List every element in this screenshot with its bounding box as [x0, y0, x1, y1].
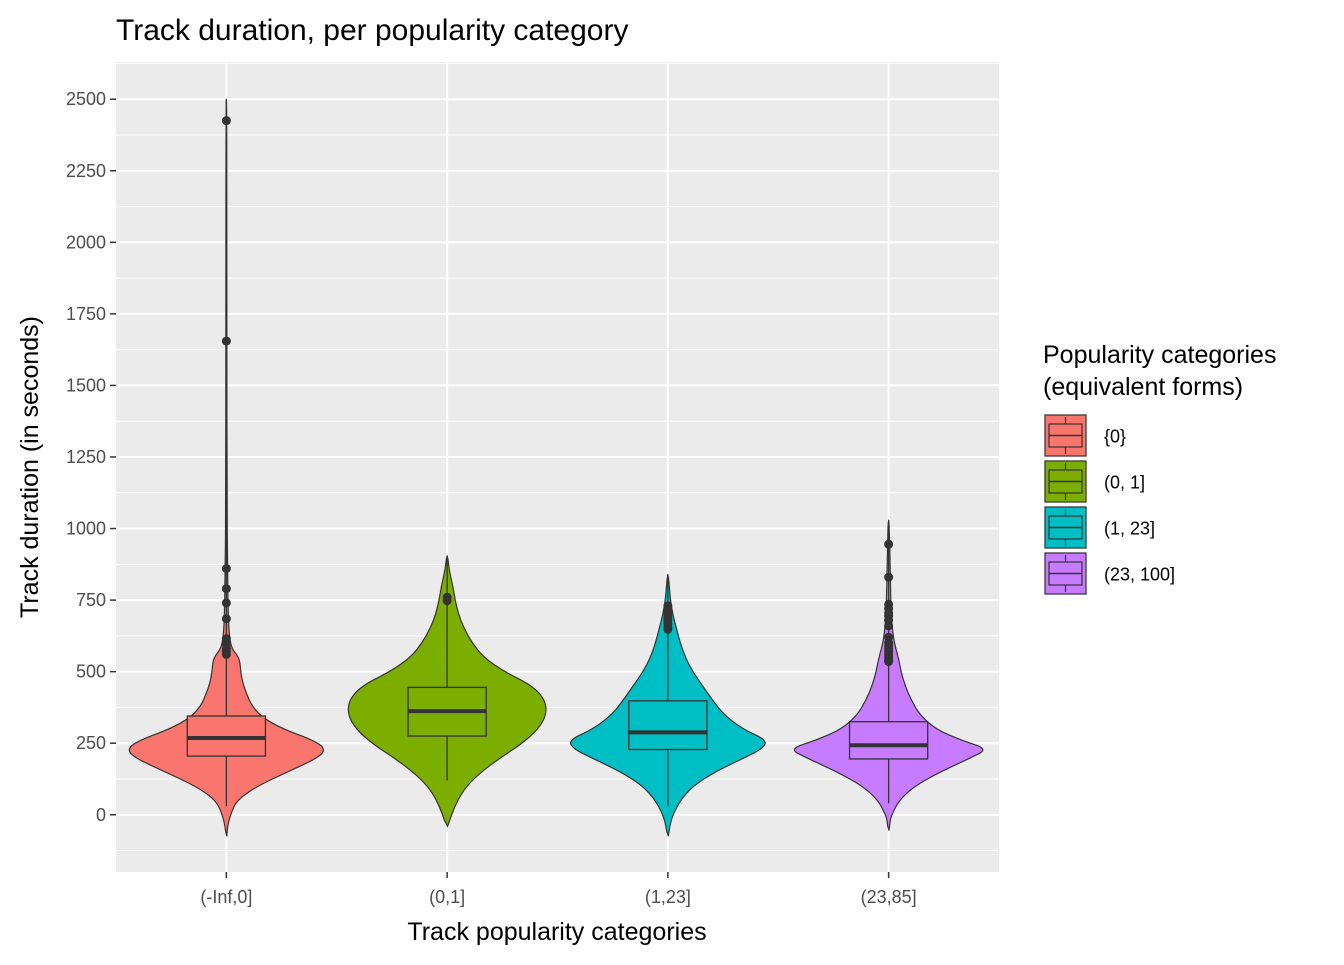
outlier-point — [884, 572, 894, 582]
outlier-point — [442, 596, 452, 606]
chart-title: Track duration, per popularity category — [116, 14, 628, 47]
x-tick-label: (1,23] — [645, 887, 691, 907]
x-axis-title: Track popularity categories — [407, 918, 706, 946]
y-tick-label: 2000 — [66, 232, 106, 252]
outlier-point — [221, 336, 231, 346]
y-tick-label: 1000 — [66, 519, 106, 539]
outlier-point — [884, 621, 894, 631]
box-0 — [186, 715, 267, 757]
outlier-point — [221, 116, 231, 126]
legend-title-line-1: Popularity categories — [1043, 341, 1276, 369]
outlier-point — [221, 564, 231, 574]
y-tick-label: 1750 — [66, 304, 106, 324]
outlier-point — [221, 598, 231, 608]
outlier-point — [663, 624, 673, 634]
grid-minor — [116, 62, 999, 852]
y-axis-title: Track duration (in seconds) — [16, 316, 44, 618]
y-tick-label: 2500 — [66, 89, 106, 109]
y-tick-label: 1500 — [66, 375, 106, 395]
y-tick-label: 1250 — [66, 447, 106, 467]
outlier-point — [221, 614, 231, 624]
legend: Popularity categories (equivalent forms)… — [1043, 341, 1276, 595]
legend-label: {0} — [1104, 427, 1126, 447]
y-tick-label: 250 — [76, 733, 106, 753]
y-tick-label: 750 — [76, 590, 106, 610]
outlier-point — [884, 657, 894, 667]
x-tick-label: (23,85] — [861, 887, 917, 907]
outlier-point — [884, 539, 894, 549]
y-axis: 0 250 500 750 1000 1250 1500 1750 2000 2250 2500 — [66, 89, 116, 825]
boxes — [186, 99, 929, 807]
y-tick-label: 2250 — [66, 161, 106, 181]
x-tick-label: (-Inf,0] — [200, 887, 252, 907]
legend-label: (0, 1] — [1104, 473, 1145, 493]
box-2 — [628, 700, 708, 751]
outlier-point — [221, 584, 231, 594]
legend-title-line-2: (equivalent forms) — [1043, 373, 1243, 401]
outlier-point — [221, 649, 231, 659]
legend-label: (1, 23] — [1104, 519, 1155, 539]
legend-keys: {0} (0, 1] (1, 23] (23, 100] — [1044, 414, 1175, 595]
x-tick-label: (0,1] — [429, 887, 465, 907]
y-tick-label: 0 — [96, 805, 106, 825]
x-axis: (-Inf,0] (0,1] (1,23] (23,85] — [200, 872, 917, 907]
y-tick-label: 500 — [76, 662, 106, 682]
legend-label: (23, 100] — [1104, 565, 1175, 585]
box-3 — [848, 721, 929, 760]
